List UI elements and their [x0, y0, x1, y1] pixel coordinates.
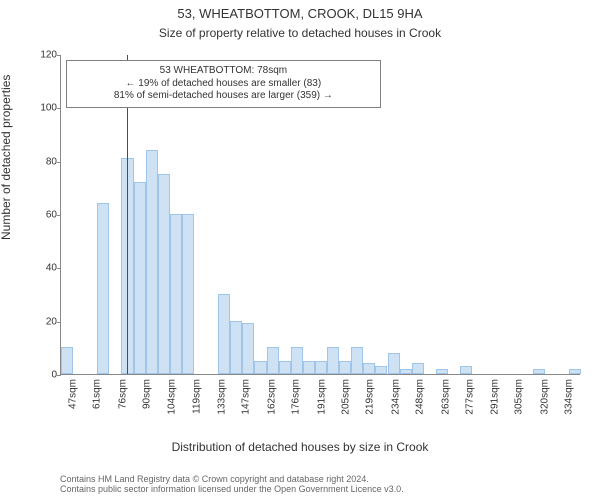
plot-area: 02040608010012047sqm61sqm76sqm90sqm104sq… — [60, 55, 580, 375]
histogram-bar — [327, 347, 339, 374]
x-tick-label: 334sqm — [563, 379, 574, 415]
x-tick-label: 263sqm — [441, 379, 452, 415]
y-tick-label: 100 — [29, 103, 57, 114]
x-tick-label: 133sqm — [216, 379, 227, 415]
y-tick-label: 80 — [29, 156, 57, 167]
annotation-line-1: 53 WHEATBOTTOM: 78sqm — [75, 65, 371, 78]
histogram-bar — [230, 321, 242, 374]
y-tick-mark — [57, 162, 61, 163]
x-tick-label: 291sqm — [489, 379, 500, 415]
histogram-bar — [61, 347, 73, 374]
histogram-bar — [97, 203, 109, 374]
chart-subtitle: Size of property relative to detached ho… — [0, 26, 600, 40]
x-tick-label: 219sqm — [365, 379, 376, 415]
y-tick-label: 20 — [29, 316, 57, 327]
y-tick-label: 120 — [29, 50, 57, 61]
histogram-bar — [339, 361, 351, 374]
y-tick-label: 60 — [29, 210, 57, 221]
x-tick-label: 248sqm — [415, 379, 426, 415]
y-tick-mark — [57, 375, 61, 376]
histogram-bar — [315, 361, 327, 374]
property-annotation: 53 WHEATBOTTOM: 78sqm← 19% of detached h… — [66, 60, 380, 108]
x-tick-label: 90sqm — [142, 379, 153, 409]
histogram-bar — [388, 353, 400, 374]
chart-title: 53, WHEATBOTTOM, CROOK, DL15 9HA — [0, 6, 600, 21]
y-tick-label: 40 — [29, 263, 57, 274]
histogram-bar — [569, 369, 581, 374]
histogram-bar — [279, 361, 291, 374]
y-tick-mark — [57, 215, 61, 216]
footer-line-1: Contains HM Land Registry data © Crown c… — [60, 474, 404, 484]
x-tick-label: 234sqm — [391, 379, 402, 415]
footer-line-2: Contains public sector information licen… — [60, 484, 404, 494]
y-tick-mark — [57, 55, 61, 56]
histogram-bar — [303, 361, 315, 374]
histogram-bar — [146, 150, 158, 374]
y-tick-mark — [57, 322, 61, 323]
y-tick-mark — [57, 108, 61, 109]
x-tick-label: 320sqm — [539, 379, 550, 415]
histogram-bar — [218, 294, 230, 374]
x-tick-label: 104sqm — [166, 379, 177, 415]
x-tick-label: 76sqm — [118, 379, 129, 409]
histogram-bar — [158, 174, 170, 374]
x-tick-label: 162sqm — [266, 379, 277, 415]
histogram-bar — [400, 369, 412, 374]
histogram-bar — [436, 369, 448, 374]
histogram-bar — [291, 347, 303, 374]
x-tick-label: 176sqm — [290, 379, 301, 415]
histogram-bar — [412, 363, 424, 374]
y-axis-label: Number of detached properties — [0, 75, 13, 240]
histogram-bar — [375, 366, 387, 374]
x-tick-label: 61sqm — [92, 379, 103, 409]
histogram-bar — [170, 214, 182, 374]
attribution-footer: Contains HM Land Registry data © Crown c… — [60, 474, 404, 494]
histogram-bar — [134, 182, 146, 374]
histogram-bar — [242, 323, 254, 374]
x-axis-label: Distribution of detached houses by size … — [0, 440, 600, 454]
x-tick-label: 119sqm — [192, 379, 203, 414]
annotation-line-2: ← 19% of detached houses are smaller (83… — [75, 78, 371, 91]
histogram-bar — [254, 361, 266, 374]
histogram-bar — [460, 366, 472, 374]
x-tick-label: 305sqm — [513, 379, 524, 415]
y-tick-mark — [57, 268, 61, 269]
x-tick-label: 147sqm — [240, 379, 251, 415]
x-tick-label: 277sqm — [465, 379, 476, 415]
chart-container: { "title_line1": "53, WHEATBOTTOM, CROOK… — [0, 0, 600, 500]
histogram-bar — [351, 347, 363, 374]
histogram-bar — [363, 363, 375, 374]
annotation-line-3: 81% of semi-detached houses are larger (… — [75, 90, 371, 103]
x-tick-label: 205sqm — [341, 379, 352, 415]
histogram-bar — [267, 347, 279, 374]
histogram-bar — [533, 369, 545, 374]
y-tick-label: 0 — [29, 370, 57, 381]
x-tick-label: 191sqm — [316, 379, 327, 415]
histogram-bar — [182, 214, 194, 374]
x-tick-label: 47sqm — [68, 379, 79, 409]
